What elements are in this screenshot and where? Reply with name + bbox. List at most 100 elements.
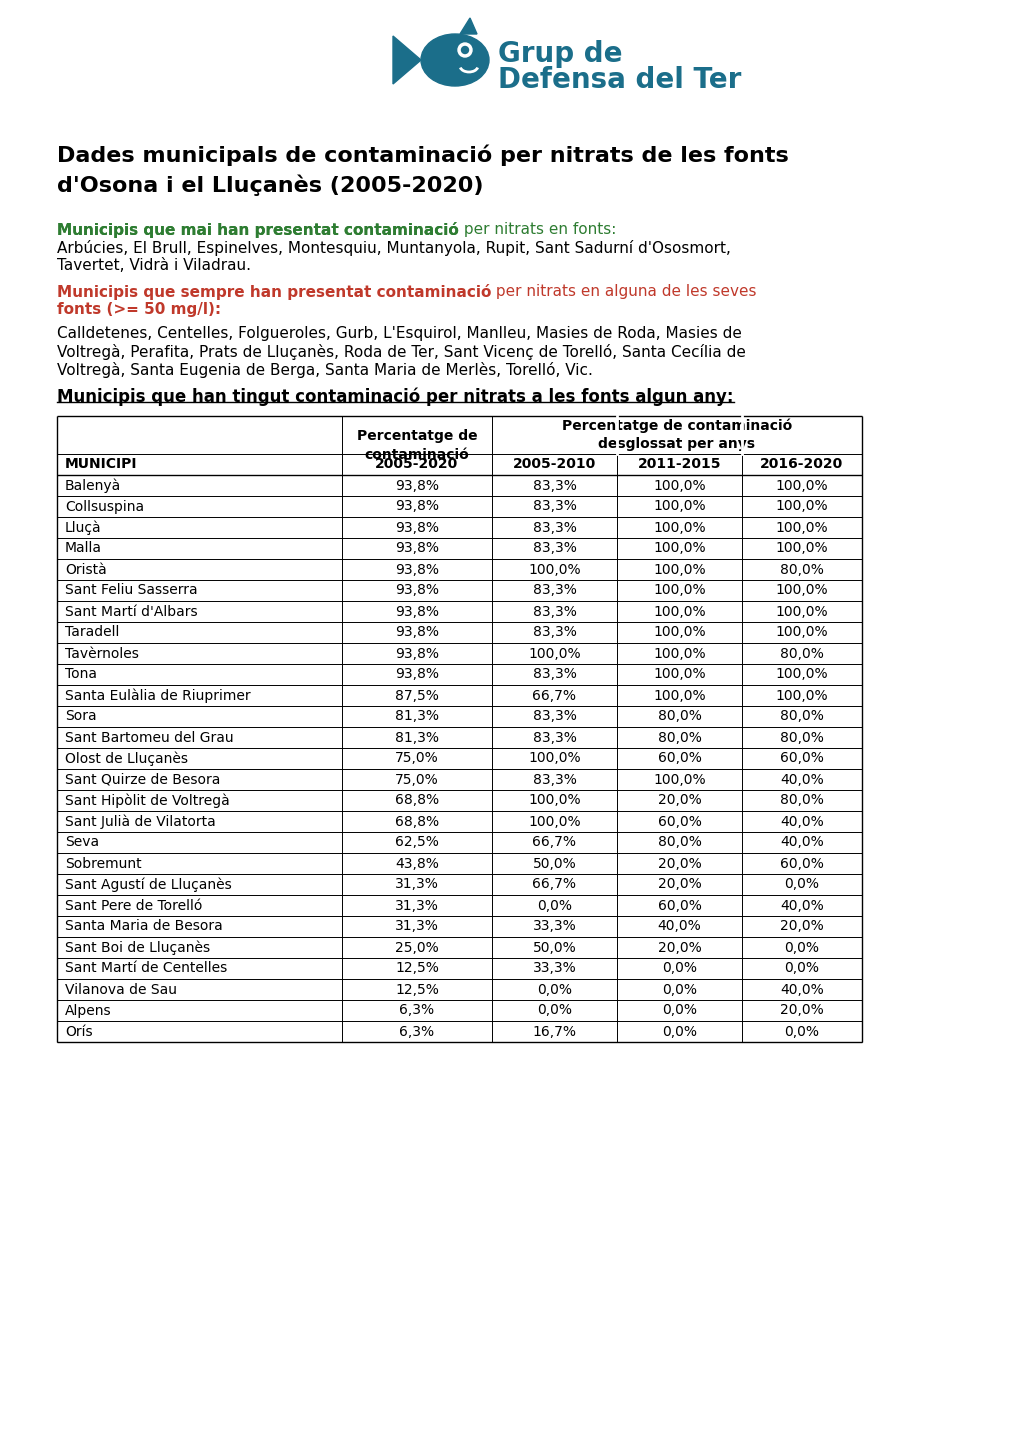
Text: 40,0%: 40,0%	[780, 772, 823, 786]
Text: Tavertet, Vidrà i Viladrau.: Tavertet, Vidrà i Viladrau.	[57, 258, 251, 273]
Text: 0,0%: 0,0%	[661, 961, 696, 975]
Text: 100,0%: 100,0%	[652, 772, 705, 786]
Text: 2005-2010: 2005-2010	[513, 457, 595, 472]
Text: 80,0%: 80,0%	[780, 710, 823, 723]
Text: Sora: Sora	[65, 710, 97, 723]
Text: 100,0%: 100,0%	[652, 583, 705, 597]
Text: Municipis que mai han presentat contaminació per nitrats en fonts:: Municipis que mai han presentat contamin…	[57, 222, 637, 238]
Text: 93,8%: 93,8%	[394, 625, 438, 639]
Text: 20,0%: 20,0%	[657, 794, 701, 808]
Text: 80,0%: 80,0%	[780, 730, 823, 745]
Text: 93,8%: 93,8%	[394, 479, 438, 492]
Text: 75,0%: 75,0%	[394, 772, 438, 786]
Text: 0,0%: 0,0%	[784, 877, 818, 892]
Text: Sant Martí de Centelles: Sant Martí de Centelles	[65, 961, 227, 975]
Text: 12,5%: 12,5%	[394, 961, 438, 975]
Text: Santa Maria de Besora: Santa Maria de Besora	[65, 919, 222, 934]
Text: Sant Hipòlit de Voltregà: Sant Hipòlit de Voltregà	[65, 794, 229, 808]
Text: Sant Bartomeu del Grau: Sant Bartomeu del Grau	[65, 730, 233, 745]
Text: 66,7%: 66,7%	[532, 877, 576, 892]
Text: 12,5%: 12,5%	[394, 983, 438, 997]
Text: 80,0%: 80,0%	[780, 563, 823, 577]
Text: 40,0%: 40,0%	[780, 814, 823, 828]
Text: 100,0%: 100,0%	[528, 794, 580, 808]
Text: Arbúcies, El Brull, Espinelves, Montesquiu, Muntanyola, Rupit, Sant Sadurní d'Os: Arbúcies, El Brull, Espinelves, Montesqu…	[57, 240, 731, 255]
Text: 20,0%: 20,0%	[657, 877, 701, 892]
Text: Grup de: Grup de	[497, 40, 622, 68]
Text: Seva: Seva	[65, 835, 99, 850]
Text: 100,0%: 100,0%	[774, 521, 827, 534]
Text: 100,0%: 100,0%	[774, 541, 827, 556]
Text: 20,0%: 20,0%	[780, 919, 823, 934]
Text: 40,0%: 40,0%	[780, 899, 823, 912]
Text: 6,3%: 6,3%	[399, 1025, 434, 1039]
Text: 93,8%: 93,8%	[394, 499, 438, 514]
Text: Sant Quirze de Besora: Sant Quirze de Besora	[65, 772, 220, 786]
Text: 40,0%: 40,0%	[657, 919, 701, 934]
Text: Calldetenes, Centelles, Folgueroles, Gurb, L'Esquirol, Manlleu, Masies de Roda, : Calldetenes, Centelles, Folgueroles, Gur…	[57, 326, 741, 341]
Text: 80,0%: 80,0%	[657, 710, 701, 723]
Text: Percentatge de
contaminació: Percentatge de contaminació	[357, 430, 477, 462]
Text: 83,3%: 83,3%	[532, 710, 576, 723]
Text: Tona: Tona	[65, 668, 97, 681]
Text: 0,0%: 0,0%	[661, 983, 696, 997]
Text: Vilanova de Sau: Vilanova de Sau	[65, 983, 177, 997]
Text: 66,7%: 66,7%	[532, 688, 576, 703]
Text: 83,3%: 83,3%	[532, 625, 576, 639]
Text: 40,0%: 40,0%	[780, 983, 823, 997]
Text: 100,0%: 100,0%	[528, 646, 580, 661]
Text: 33,3%: 33,3%	[532, 961, 576, 975]
Text: 93,8%: 93,8%	[394, 605, 438, 619]
Circle shape	[461, 46, 468, 53]
Text: 100,0%: 100,0%	[774, 688, 827, 703]
Text: 83,3%: 83,3%	[532, 541, 576, 556]
Text: 66,7%: 66,7%	[532, 835, 576, 850]
Text: Malla: Malla	[65, 541, 102, 556]
Text: 83,3%: 83,3%	[532, 479, 576, 492]
Text: 60,0%: 60,0%	[780, 752, 823, 765]
Text: 100,0%: 100,0%	[774, 668, 827, 681]
Text: 50,0%: 50,0%	[532, 857, 576, 870]
Text: 80,0%: 80,0%	[780, 646, 823, 661]
Text: 83,3%: 83,3%	[532, 730, 576, 745]
Text: 100,0%: 100,0%	[774, 583, 827, 597]
Text: 100,0%: 100,0%	[652, 499, 705, 514]
Text: 43,8%: 43,8%	[394, 857, 438, 870]
Text: 50,0%: 50,0%	[532, 941, 576, 954]
Text: 80,0%: 80,0%	[780, 794, 823, 808]
Text: 31,3%: 31,3%	[394, 899, 438, 912]
Text: 62,5%: 62,5%	[394, 835, 438, 850]
Text: Orís: Orís	[65, 1025, 93, 1039]
Text: 0,0%: 0,0%	[784, 941, 818, 954]
Text: 80,0%: 80,0%	[657, 730, 701, 745]
Text: Voltregà, Perafita, Prats de Lluçanès, Roda de Ter, Sant Vicenç de Torelló, Sant: Voltregà, Perafita, Prats de Lluçanès, R…	[57, 343, 745, 359]
Text: d'Osona i el Lluçanès (2005-2020): d'Osona i el Lluçanès (2005-2020)	[57, 175, 483, 196]
Text: Santa Eulàlia de Riuprimer: Santa Eulàlia de Riuprimer	[65, 688, 251, 703]
Text: Sant Feliu Sasserra: Sant Feliu Sasserra	[65, 583, 198, 597]
Text: 100,0%: 100,0%	[652, 479, 705, 492]
Text: 60,0%: 60,0%	[657, 752, 701, 765]
Text: 100,0%: 100,0%	[528, 814, 580, 828]
Polygon shape	[460, 17, 477, 35]
Text: 60,0%: 60,0%	[657, 899, 701, 912]
Ellipse shape	[421, 35, 488, 87]
Text: Municipis que mai han presentat contaminació: Municipis que mai han presentat contamin…	[57, 222, 459, 238]
Text: 25,0%: 25,0%	[394, 941, 438, 954]
Text: 2016-2020: 2016-2020	[759, 457, 843, 472]
Text: 93,8%: 93,8%	[394, 521, 438, 534]
Text: 100,0%: 100,0%	[652, 646, 705, 661]
Text: Percentatge de contaminació
desglossat per anys: Percentatge de contaminació desglossat p…	[561, 418, 792, 452]
Text: 83,3%: 83,3%	[532, 583, 576, 597]
Text: fonts (>= 50 mg/l):: fonts (>= 50 mg/l):	[57, 302, 221, 317]
Text: 100,0%: 100,0%	[652, 605, 705, 619]
Text: 68,8%: 68,8%	[394, 814, 438, 828]
Text: Sant Boi de Lluçanès: Sant Boi de Lluçanès	[65, 941, 210, 955]
Text: Sant Agustí de Lluçanès: Sant Agustí de Lluçanès	[65, 877, 231, 892]
Text: 20,0%: 20,0%	[657, 941, 701, 954]
Text: 0,0%: 0,0%	[661, 1025, 696, 1039]
Text: 75,0%: 75,0%	[394, 752, 438, 765]
Text: 40,0%: 40,0%	[780, 835, 823, 850]
Text: Municipis que mai han presentat contaminació: Municipis que mai han presentat contamin…	[57, 222, 459, 238]
Text: 0,0%: 0,0%	[536, 983, 572, 997]
Text: 0,0%: 0,0%	[784, 1025, 818, 1039]
